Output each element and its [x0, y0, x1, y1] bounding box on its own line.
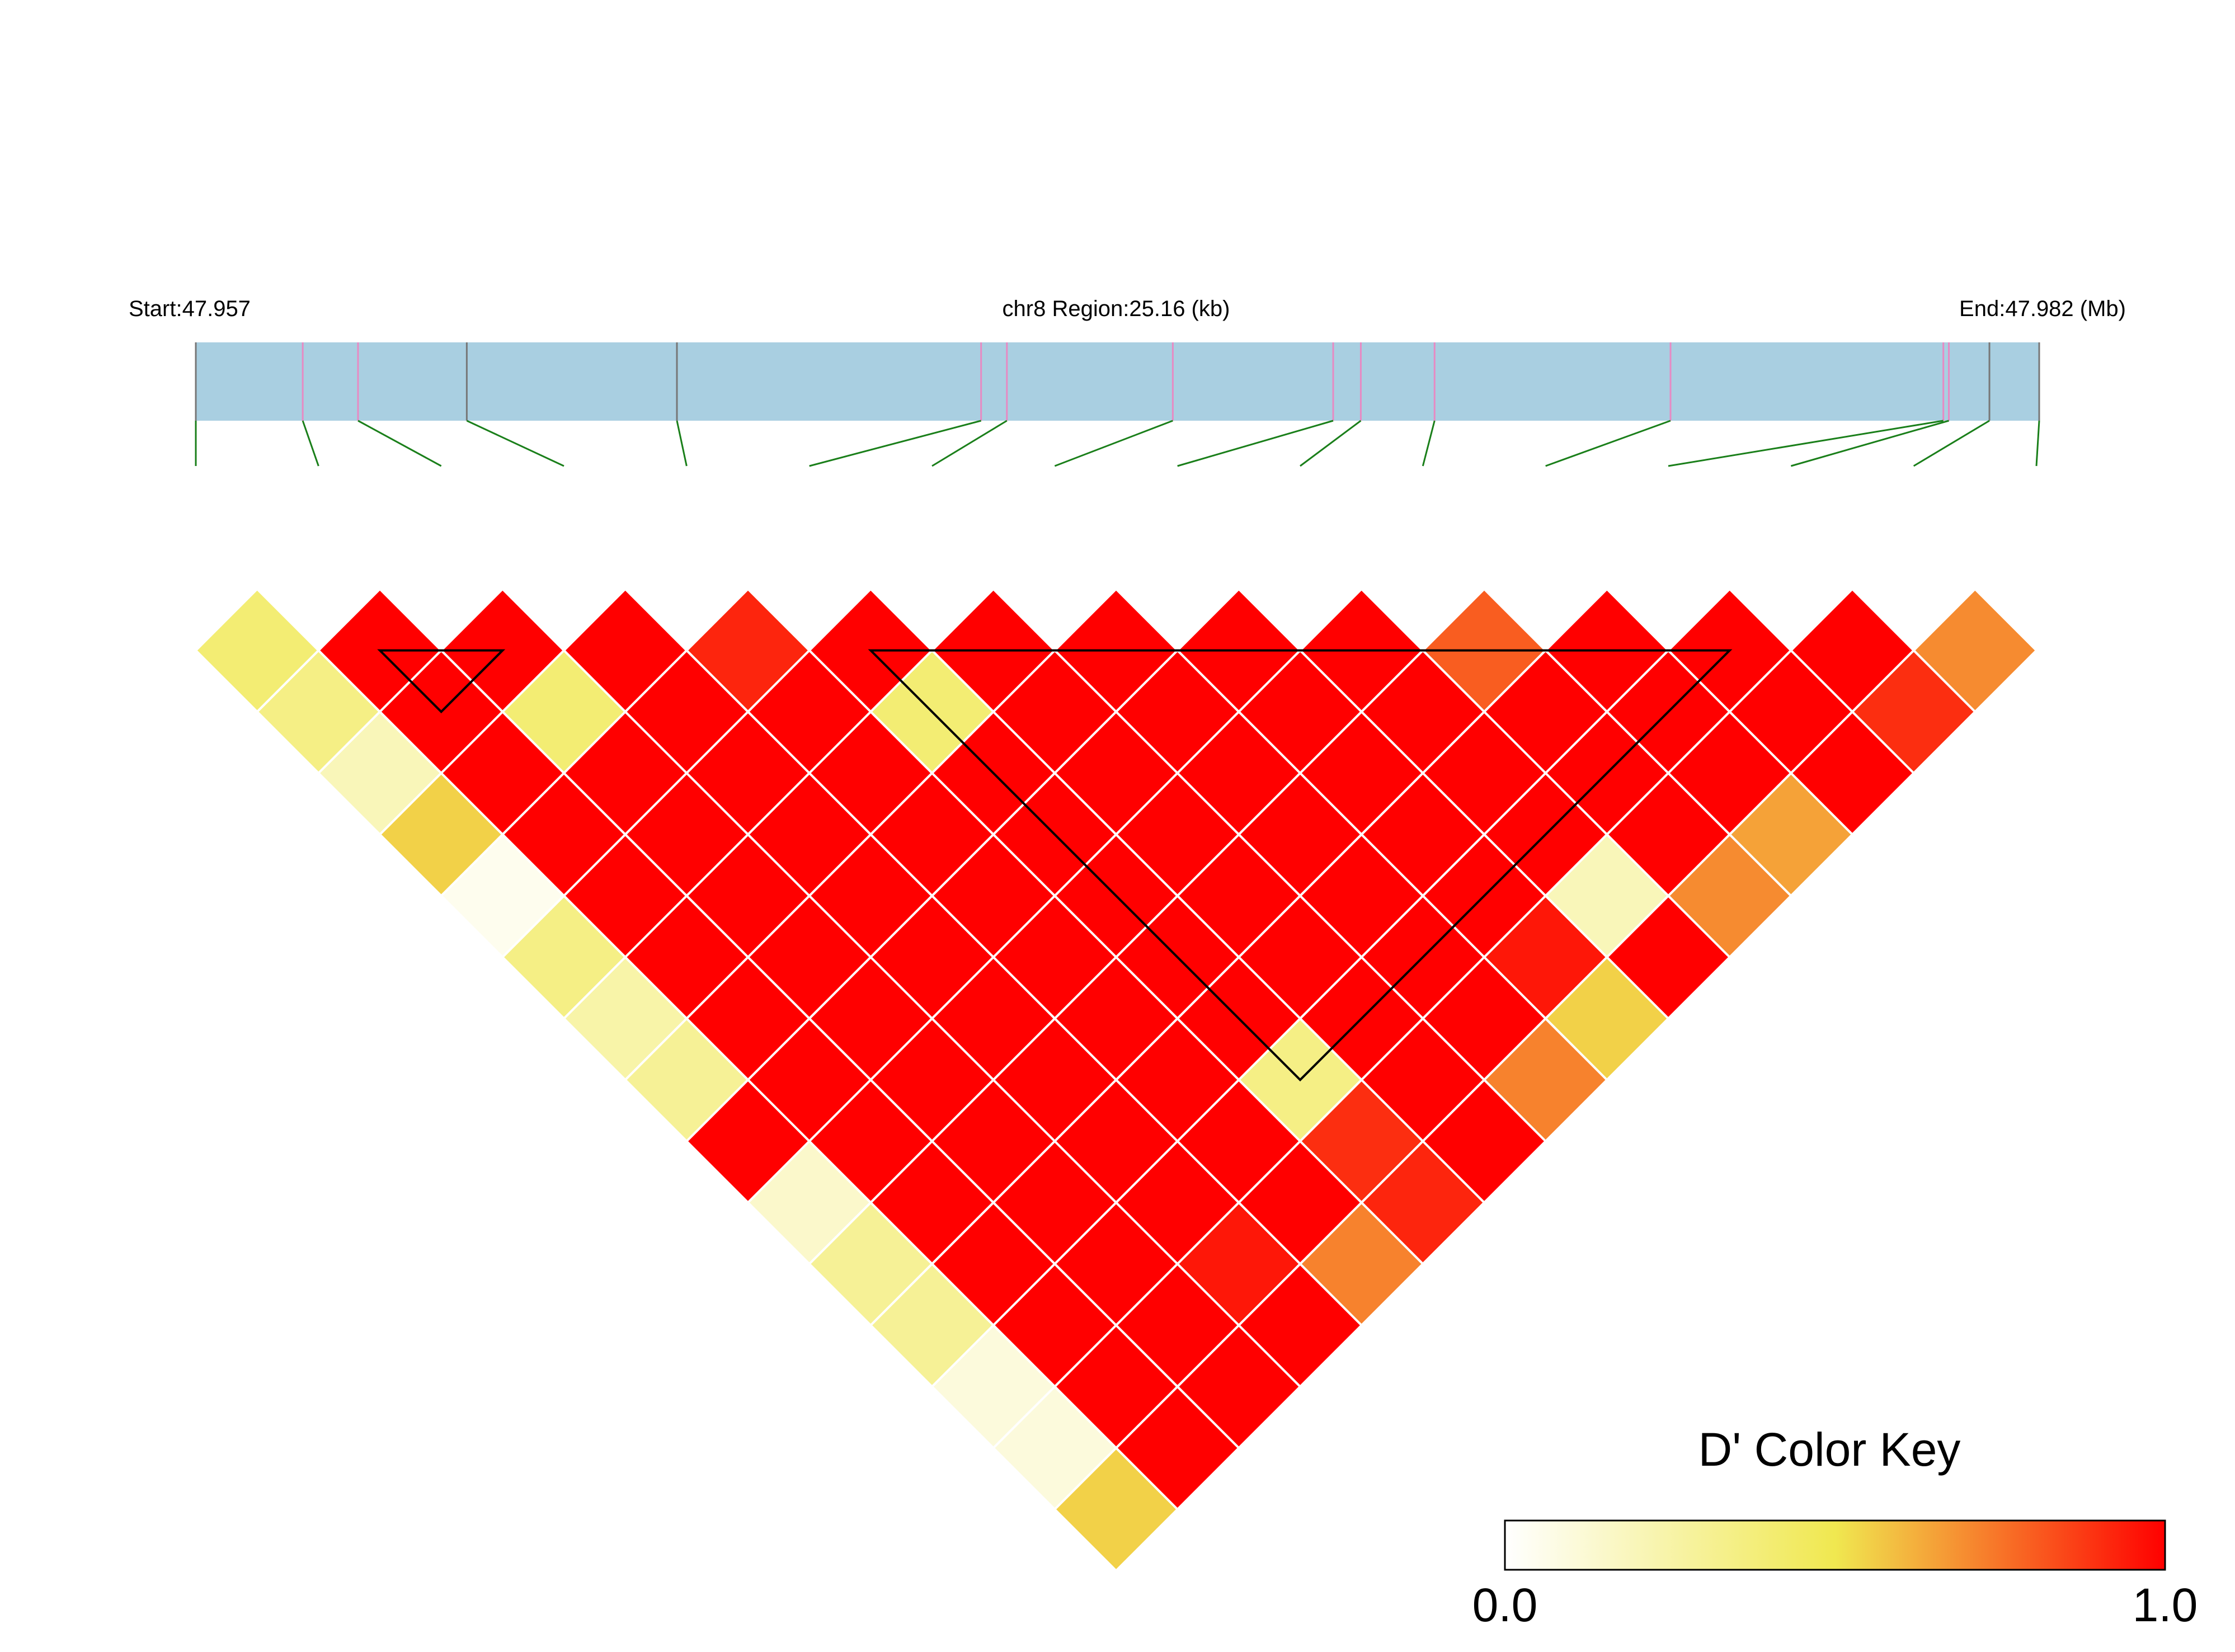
color-key-min-label: 0.0 [1472, 1579, 1538, 1631]
snp-connector [303, 421, 318, 466]
snp-connector [932, 421, 1007, 466]
region-end-label: End:47.982 (Mb) [1959, 296, 2126, 321]
snp-connector [677, 421, 686, 466]
snp-connector [810, 421, 981, 466]
color-key-bar [1505, 1521, 2165, 1570]
region-start-label: Start:47.957 [129, 296, 251, 321]
snp-connector [1668, 421, 1944, 466]
snp-connector [467, 421, 564, 466]
snp-connector [2036, 421, 2039, 466]
color-key-title: D' Color Key [1698, 1423, 1961, 1476]
color-key-max-label: 1.0 [2133, 1579, 2198, 1631]
region-size-label: chr8 Region:25.16 (kb) [1003, 296, 1230, 321]
snp-connector [1423, 421, 1434, 466]
snp-connector-lines [196, 421, 2039, 466]
snp-connector [1055, 421, 1173, 466]
snp-connector [1546, 421, 1671, 466]
chromosome-region-track [196, 342, 2039, 421]
snp-connector [358, 421, 441, 466]
